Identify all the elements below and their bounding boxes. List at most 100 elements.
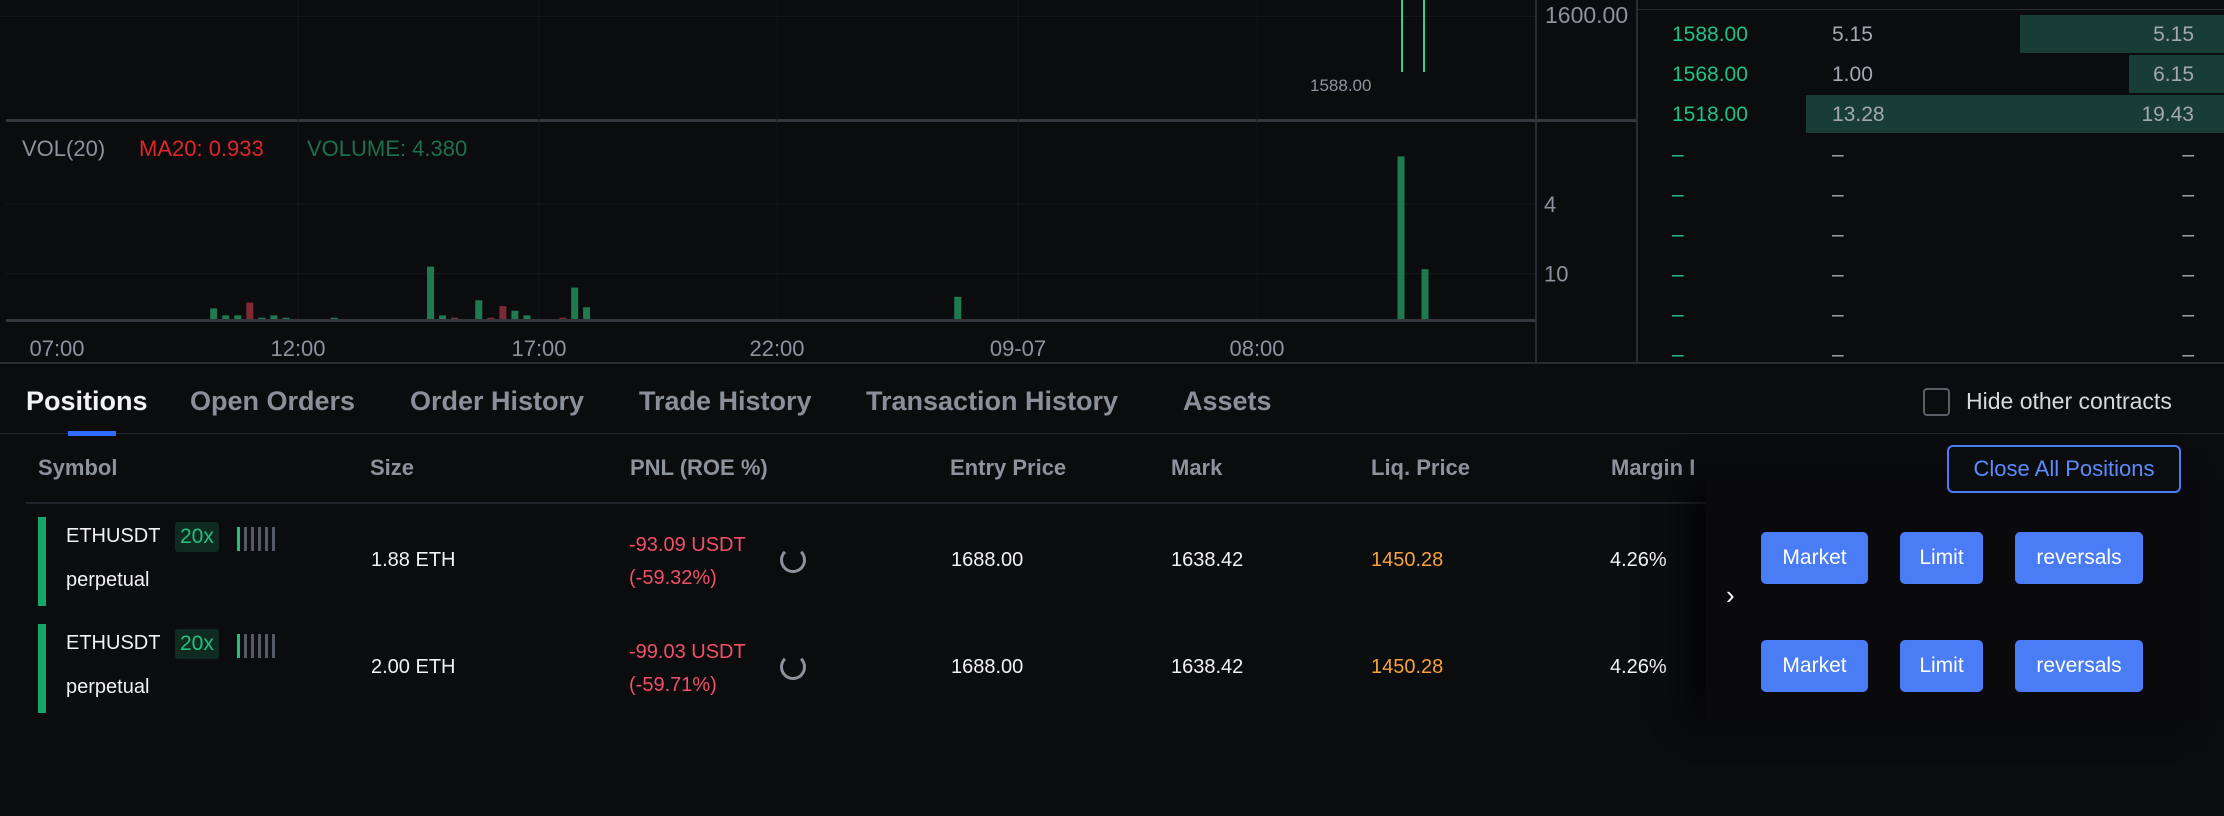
symbol[interactable]: ETHUSDT — [66, 525, 161, 547]
kline-chart[interactable]: 1600.00 1588.00 VOL(20) MA20: 0.933 VOLU… — [0, 0, 1636, 362]
price-axis-border — [1535, 0, 1537, 362]
price-axis-label: 1600.00 — [1545, 2, 1629, 28]
volume-bar — [222, 315, 230, 320]
volume-baseline — [6, 319, 1536, 322]
leverage-badge: 20x — [175, 629, 219, 659]
symbol[interactable]: ETHUSDT — [66, 632, 161, 654]
order-book: 1588.00 5.15 5.15 1568.00 1.00 6.15 1518… — [1636, 0, 2224, 366]
chevron-right-icon[interactable]: › — [1726, 580, 1735, 610]
volume-bar — [282, 317, 290, 320]
volume-bar — [234, 315, 242, 320]
volume-chart: 10 4 07:00 12:00 17:00 22:00 09-07 08:00 — [6, 0, 1568, 361]
volume-bar — [210, 308, 218, 320]
time-axis-label: 08:00 — [1229, 336, 1284, 361]
order-book-row[interactable]: 1588.00 5.15 5.15 — [1638, 15, 2224, 53]
tab-positions[interactable]: Positions — [26, 386, 148, 416]
hide-other-contracts-checkbox[interactable] — [1923, 388, 1950, 416]
order-book-row[interactable]: – – – — [1638, 335, 2224, 373]
tab-order-history[interactable]: Order History — [410, 386, 585, 416]
order-total: – — [2182, 143, 2194, 166]
margin-ratio: 4.26% — [1610, 549, 1667, 571]
header-divider — [26, 502, 2192, 504]
price-gridline — [0, 16, 1536, 17]
volume-ma-value: MA20: 0.933 — [139, 136, 264, 161]
order-size: – — [1832, 183, 1844, 206]
reversals-close-button[interactable]: reversals — [2015, 532, 2143, 584]
volume-axis-tick: 10 — [1544, 262, 1568, 287]
volume-bar — [258, 317, 266, 320]
volume-bar — [270, 315, 278, 320]
volume-bar — [330, 317, 338, 320]
volume-bar — [523, 315, 531, 320]
position-size: 1.88 ETH — [371, 549, 456, 571]
volume-bar — [571, 287, 579, 320]
order-price: – — [1672, 263, 1684, 286]
liq-price: 1450.28 — [1371, 549, 1444, 571]
volume-bar — [1397, 156, 1405, 320]
order-total: – — [2182, 223, 2194, 246]
time-axis-label: 12:00 — [270, 336, 325, 361]
time-axis-label: 07:00 — [29, 336, 84, 361]
order-price: – — [1672, 143, 1684, 166]
adl-indicator-icon — [237, 634, 275, 658]
tab-trade-history[interactable]: Trade History — [639, 386, 812, 416]
roe-value: (-59.71%) — [629, 674, 717, 696]
order-size: – — [1832, 303, 1844, 326]
volume-indicator-name: VOL(20) — [22, 136, 106, 161]
share-pnl-icon[interactable] — [780, 547, 806, 573]
col-margin: Margin I — [1611, 455, 1696, 480]
close-all-positions-button[interactable]: Close All Positions — [1947, 445, 2181, 493]
candle-wick — [1423, 0, 1425, 72]
tab-transaction-history[interactable]: Transaction History — [866, 386, 1119, 416]
volume-bar — [475, 300, 483, 320]
order-total: 19.43 — [2141, 103, 2194, 126]
tab-open-orders[interactable]: Open Orders — [190, 386, 356, 416]
bottom-tabs: Positions Open Orders Order History Trad… — [0, 362, 2224, 436]
volume-bar — [439, 315, 447, 320]
order-price: – — [1672, 343, 1684, 366]
order-size: 1.00 — [1832, 63, 1873, 86]
col-mark: Mark — [1171, 455, 1223, 480]
order-book-row[interactable]: – – – — [1638, 255, 2224, 293]
market-close-button[interactable]: Market — [1761, 640, 1868, 692]
order-price: – — [1672, 183, 1684, 206]
order-total: 5.15 — [2153, 23, 2194, 46]
order-book-row[interactable]: – – – — [1638, 215, 2224, 253]
order-book-row[interactable]: – – – — [1638, 135, 2224, 173]
order-book-row[interactable]: 1518.00 13.28 19.43 — [1638, 95, 2224, 133]
pnl-value: -99.03 USDT — [629, 641, 746, 663]
order-total: 6.15 — [2153, 63, 2194, 86]
order-book-divider — [1638, 9, 2224, 10]
market-close-button[interactable]: Market — [1761, 532, 1868, 584]
depth-bar — [2020, 15, 2224, 53]
order-book-row[interactable]: – – – — [1638, 295, 2224, 333]
order-book-row[interactable]: 1568.00 1.00 6.15 — [1638, 55, 2224, 93]
entry-price: 1688.00 — [951, 549, 1024, 571]
volume-value: VOLUME: 4.380 — [307, 136, 468, 161]
contract-type: perpetual — [66, 569, 150, 591]
volume-axis-tick: 4 — [1544, 192, 1556, 217]
position-size: 2.00 ETH — [371, 656, 456, 678]
time-axis-label: 22:00 — [749, 336, 804, 361]
order-size: – — [1832, 143, 1844, 166]
order-price: 1588.00 — [1672, 23, 1748, 46]
long-indicator — [38, 624, 46, 713]
order-size: – — [1832, 223, 1844, 246]
hide-other-contracts-label: Hide other contracts — [1966, 388, 2172, 414]
reversals-close-button[interactable]: reversals — [2015, 640, 2143, 692]
time-axis-label: 09-07 — [990, 336, 1046, 361]
col-symbol: Symbol — [38, 455, 118, 480]
contract-type: perpetual — [66, 676, 150, 698]
volume-bar — [451, 317, 459, 320]
limit-close-button[interactable]: Limit — [1900, 532, 1983, 584]
limit-close-button[interactable]: Limit — [1900, 640, 1983, 692]
order-price: 1518.00 — [1672, 103, 1748, 126]
order-size: 5.15 — [1832, 23, 1873, 46]
mark-price: 1638.42 — [1171, 549, 1244, 571]
order-book-row[interactable]: – – – — [1638, 175, 2224, 213]
roe-value: (-59.32%) — [629, 567, 717, 589]
tab-assets[interactable]: Assets — [1183, 386, 1272, 416]
time-axis-label: 17:00 — [511, 336, 566, 361]
share-pnl-icon[interactable] — [780, 654, 806, 680]
active-tab-indicator — [68, 431, 116, 436]
